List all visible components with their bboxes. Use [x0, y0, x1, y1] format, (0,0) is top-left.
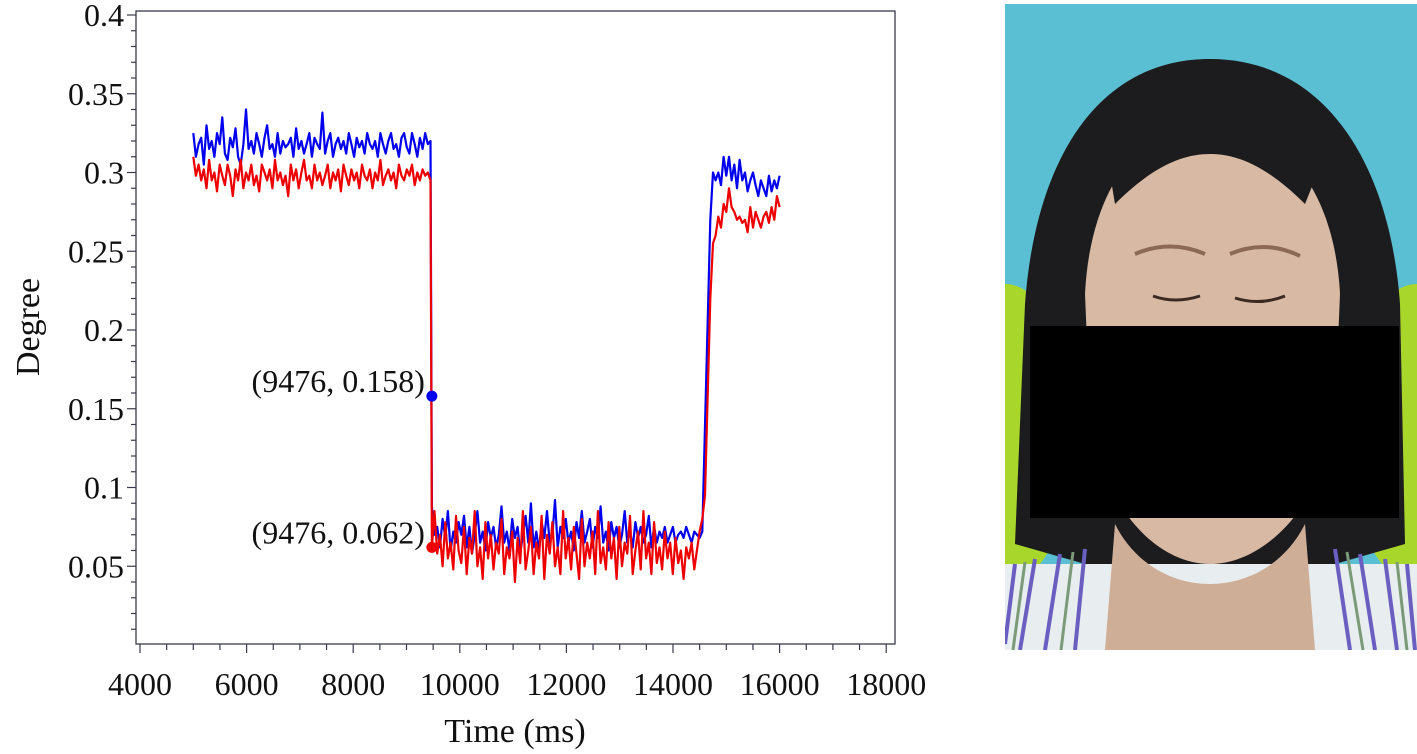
x-tick-label: 8000	[321, 666, 385, 702]
y-tick-label: 0.4	[84, 0, 124, 33]
face-photo	[1005, 4, 1417, 650]
redaction-box	[1030, 326, 1399, 518]
annotation-label: (9476, 0.158)	[252, 363, 425, 399]
y-tick-label: 0.2	[84, 312, 124, 348]
x-axis: 4000 6000 8000 10000 12000 14000 16000 18000	[108, 644, 926, 702]
annotations: (9476, 0.158) (9476, 0.062)	[252, 363, 438, 553]
plot-frame	[135, 10, 896, 645]
x-tick-label: 18000	[846, 666, 926, 702]
x-tick-label: 14000	[633, 666, 713, 702]
annotation-label: (9476, 0.062)	[252, 514, 425, 550]
y-tick-label: 0.15	[68, 391, 124, 427]
series-blue-line	[192, 108, 781, 555]
y-tick-label: 0.3	[84, 155, 124, 191]
x-axis-label: Time (ms)	[444, 713, 585, 750]
x-tick-label: 12000	[526, 666, 606, 702]
annotation-marker	[426, 541, 438, 553]
plot-series	[192, 108, 781, 584]
y-axis-label: Degree	[10, 278, 47, 376]
line-chart: 0.05 0.1 0.15 0.2 0.25 0.3 0.35 0.4 4000 6000 800…	[10, 0, 926, 750]
y-axis: 0.05 0.1 0.15 0.2 0.25 0.3 0.35 0.4	[68, 0, 136, 630]
x-tick-label: 6000	[215, 666, 279, 702]
y-tick-label: 0.25	[68, 233, 124, 269]
x-tick-label: 4000	[108, 666, 172, 702]
y-tick-label: 0.1	[84, 470, 124, 506]
y-tick-label: 0.05	[68, 548, 124, 584]
annotation-marker	[426, 390, 438, 402]
x-tick-label: 10000	[420, 666, 500, 702]
series-red-line	[192, 156, 781, 584]
x-tick-label: 16000	[740, 666, 820, 702]
y-tick-label: 0.35	[68, 76, 124, 112]
